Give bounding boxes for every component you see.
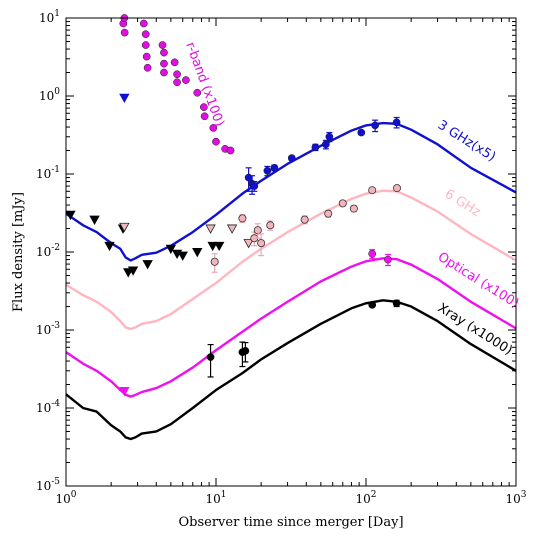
y-tick-label: 10-1 (36, 165, 60, 181)
upper-limit-marker (213, 241, 225, 252)
data-point (141, 30, 150, 39)
data-point (349, 204, 358, 213)
data-point (368, 301, 377, 309)
data-point (173, 78, 181, 87)
data-point (173, 70, 181, 79)
data-point (212, 137, 220, 146)
data-point (206, 353, 215, 361)
model-curves (65, 121, 517, 441)
model-curve-2 (65, 257, 517, 398)
data-point (368, 186, 377, 195)
data-point (270, 163, 279, 172)
data-point (253, 226, 262, 235)
data-point (287, 154, 296, 162)
upper-limit-marker (177, 251, 188, 261)
data-point (300, 215, 309, 224)
data-point (324, 209, 333, 218)
upper-limit-marker (226, 224, 238, 234)
data-point (160, 59, 168, 68)
data-point (142, 52, 151, 61)
upper-limit-marker (243, 239, 254, 249)
upper-limit-marker (104, 241, 115, 252)
data-point (325, 132, 334, 141)
upper-limit-marker (119, 222, 130, 233)
data-point (368, 249, 377, 258)
upper-limit-marker (127, 266, 139, 276)
y-tick-label: 101 (39, 9, 60, 25)
data-point (357, 128, 366, 137)
data-point (141, 41, 150, 49)
data-point (241, 347, 250, 355)
upper-limit-marker (207, 241, 218, 252)
upper-limit-marker (65, 210, 76, 221)
tick-marks (65, 18, 516, 487)
data-point (311, 143, 320, 152)
y-tick-label: 10-4 (36, 399, 60, 415)
upper-limit-marker (205, 224, 216, 234)
label-optical: Optical (x100) (435, 250, 522, 312)
upper-limit-marker (89, 215, 100, 225)
y-tick-label: 10-2 (36, 243, 60, 259)
data-point (257, 239, 266, 248)
upper-limit-marker (165, 244, 177, 255)
y-tick-label: 10-3 (36, 321, 60, 337)
label-xray: Xray (x1000) (435, 301, 515, 359)
x-tick-label: 102 (355, 490, 376, 506)
x-tick-label: 103 (505, 490, 526, 506)
data-point (393, 184, 402, 193)
data-point (200, 112, 209, 121)
x-tick-label: 101 (205, 490, 226, 506)
data-point (210, 257, 219, 266)
data-point (170, 58, 179, 67)
data-point (120, 28, 129, 37)
data-points (65, 14, 402, 397)
data-point (392, 118, 401, 127)
label-3ghz: 3 GHz(x5) (435, 118, 498, 165)
data-point (384, 255, 392, 264)
data-point (193, 88, 202, 97)
data-point (250, 182, 259, 190)
upper-limit-marker (192, 247, 203, 258)
data-point (322, 140, 330, 149)
upper-limit-marker (142, 260, 153, 270)
label-6ghz: 6 GHz (442, 187, 483, 221)
data-point (263, 166, 272, 175)
data-point (392, 299, 401, 308)
tick-labels: 100 101 102 103 10-5 10-4 10-3 10-2 10-1 100 101 (36, 9, 527, 506)
y-tick-label: 10-5 (36, 477, 60, 493)
data-point (158, 41, 167, 49)
data-point (200, 103, 208, 111)
y-axis-title: Flux density [mJy] (11, 192, 26, 312)
x-axis-title: Observer time since merger [Day] (178, 515, 403, 530)
data-point (266, 221, 275, 230)
upper-limit-marker (119, 387, 130, 397)
data-point (371, 121, 379, 130)
data-point (139, 19, 148, 28)
data-point (160, 68, 168, 77)
data-point (209, 124, 218, 132)
data-point (226, 146, 235, 155)
data-point (143, 63, 152, 72)
x-tick-label: 100 (55, 490, 76, 506)
y-tick-label: 100 (39, 87, 60, 103)
data-point (238, 214, 247, 223)
data-point (182, 76, 190, 84)
data-point (160, 48, 168, 57)
upper-limit-marker (119, 93, 130, 104)
plot-frame (65, 17, 517, 487)
data-point (338, 199, 347, 208)
